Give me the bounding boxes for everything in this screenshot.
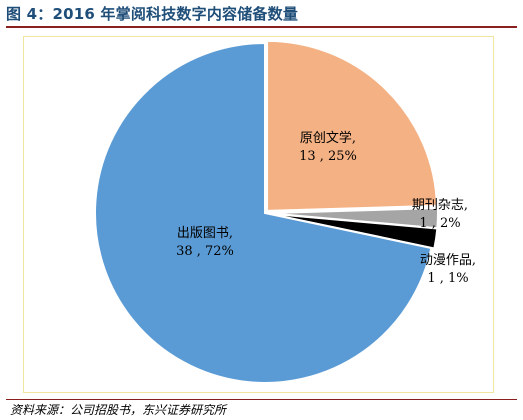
figure-title: 图 4：2016 年掌阅科技数字内容储备数量 xyxy=(6,5,299,23)
pie-slice-4 xyxy=(94,41,433,384)
slice-label-name-1: 原创文学, xyxy=(300,130,356,146)
slice-label-value-3: 1 , 1% xyxy=(427,271,468,286)
title-rule xyxy=(6,26,517,28)
source-note: 资料来源：公司招股书，东兴证券研究所 xyxy=(10,403,227,417)
slice-label-value-4: 38 , 72% xyxy=(176,244,234,259)
slice-label-name-4: 出版图书, xyxy=(177,226,233,241)
source-rule xyxy=(6,399,517,400)
slice-label-name-3: 动漫作品, xyxy=(420,253,476,268)
slice-label-name-2: 期刊杂志, xyxy=(412,198,468,213)
pie-slice-1 xyxy=(266,39,439,212)
slice-label-value-1: 13 , 25% xyxy=(299,149,357,164)
slice-label-value-2: 1 , 2% xyxy=(419,216,460,231)
chart-frame xyxy=(23,36,494,393)
